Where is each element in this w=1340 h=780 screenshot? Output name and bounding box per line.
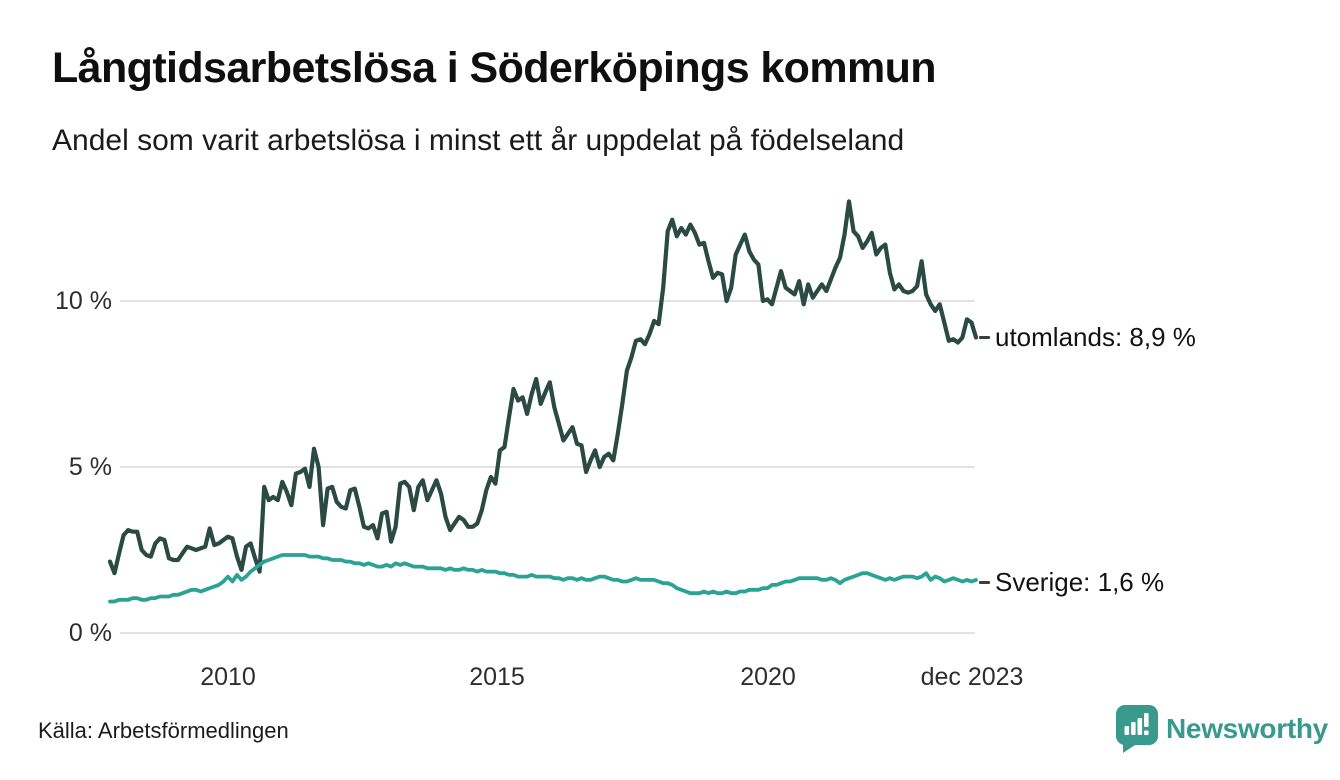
series-label-sverige: Sverige: 1,6 % (979, 566, 1164, 598)
chart-subtitle: Andel som varit arbetslösa i minst ett å… (52, 124, 905, 157)
series-label-utomlands-text: utomlands: 8,9 % (995, 321, 1196, 352)
series-line-Sverige (108, 553, 978, 604)
chart-title: Långtidsarbetslösa i Söderköpings kommun (52, 44, 937, 92)
series-line-utomlands (107, 199, 979, 576)
source-note: Källa: Arbetsförmedlingen (38, 718, 289, 743)
x-axis-tick-dec-2023: dec 2023 (920, 663, 1024, 691)
y-axis-tick-10: 10 % (55, 287, 112, 315)
leader-dash-icon (979, 580, 990, 584)
newsworthy-bubble-chart-icon (1116, 704, 1158, 753)
x-axis-tick-2010: 2010 (200, 663, 256, 691)
series-label-utomlands: utomlands: 8,9 % (979, 321, 1196, 353)
x-axis-tick-2020: 2020 (740, 663, 796, 691)
y-axis-tick-0: 0 % (68, 619, 112, 647)
brand-logo: Newsworthy (1116, 704, 1328, 754)
brand-name: Newsworthy (1166, 713, 1328, 744)
series-label-sverige-text: Sverige: 1,6 % (995, 566, 1165, 597)
x-axis-tick-2015: 2015 (469, 663, 525, 691)
leader-dash-icon (979, 335, 990, 339)
y-axis-tick-5: 5 % (68, 453, 112, 481)
